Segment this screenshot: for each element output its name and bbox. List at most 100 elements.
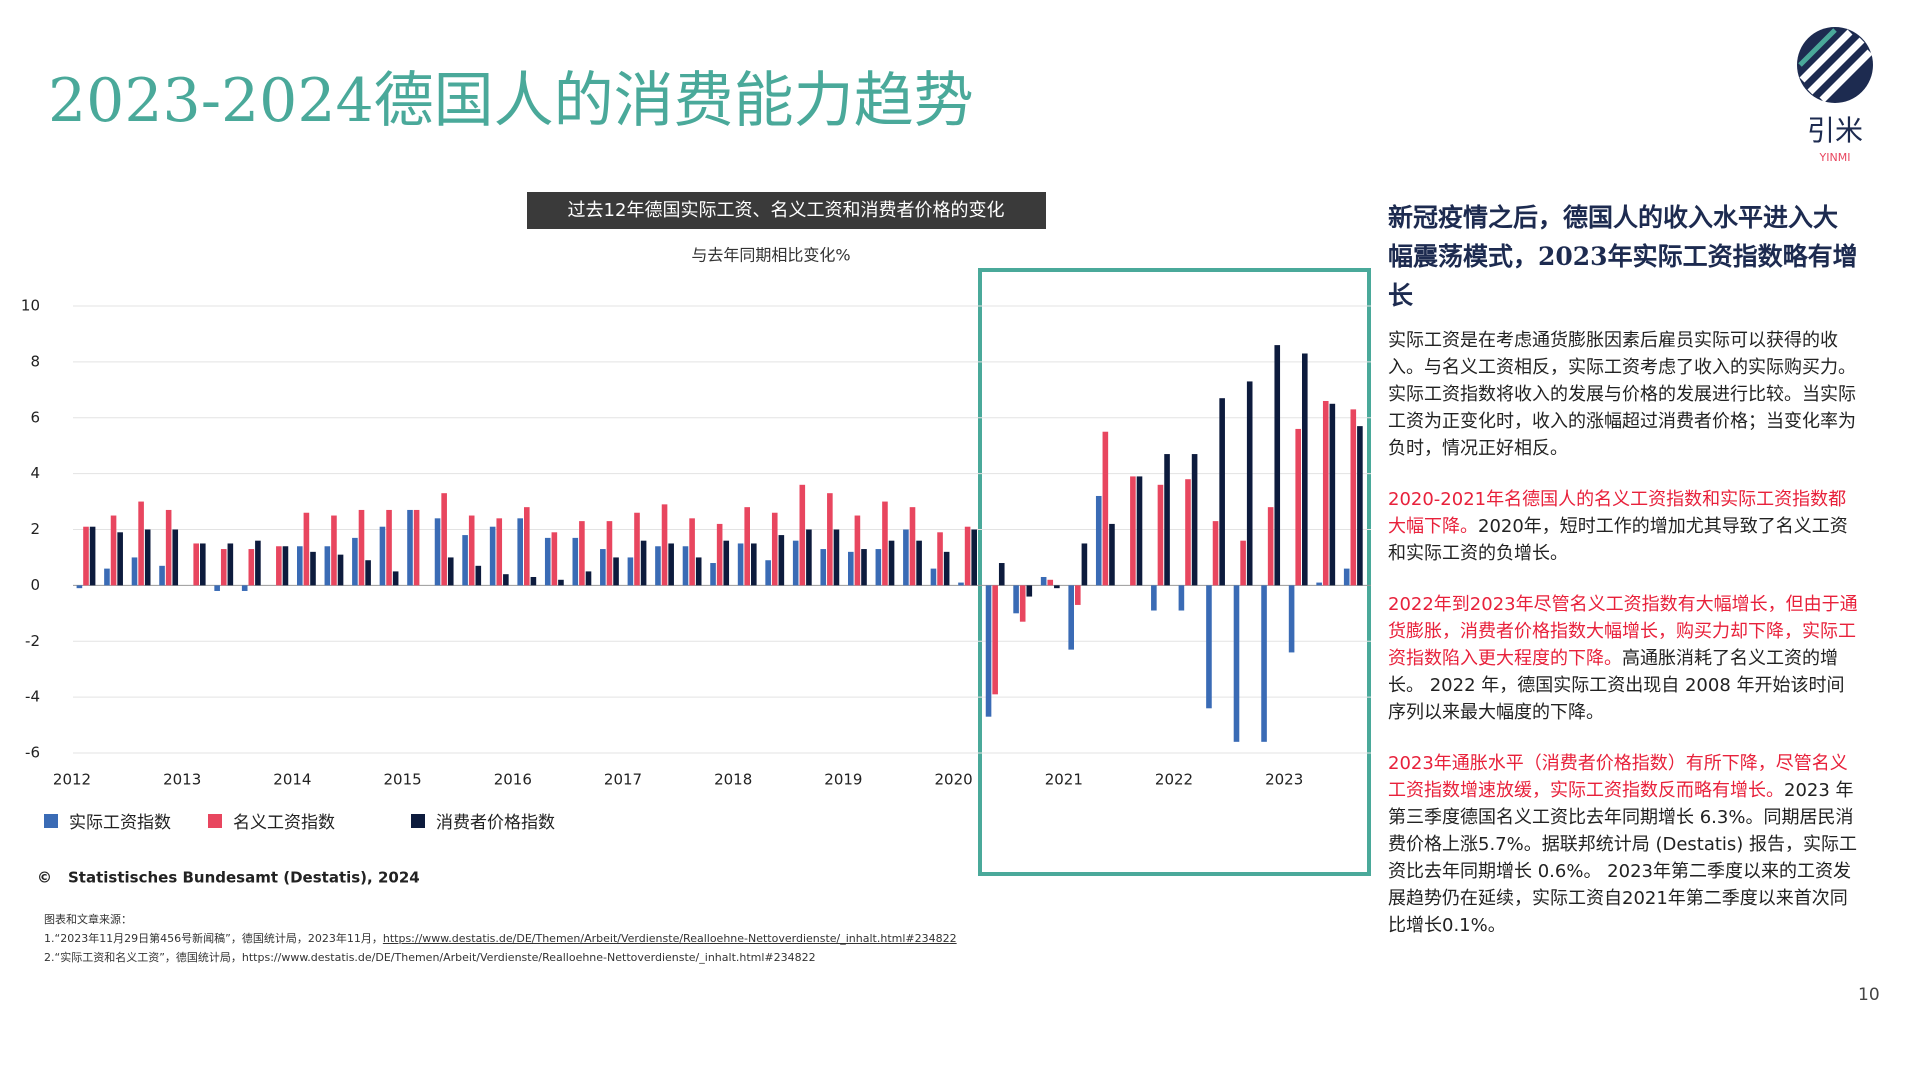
bar — [517, 518, 523, 586]
title: 2023-2024德国人的消费能力趋势 — [48, 66, 974, 136]
bar — [1343, 568, 1350, 586]
logo-text: 引米 — [1807, 114, 1863, 147]
y-tick-label: 10 — [21, 297, 40, 315]
bar — [778, 535, 785, 586]
y-tick-label: -4 — [25, 688, 40, 706]
text-run: 2020-2021年名德国人的名义工资指数和实际工资指数都大幅下降。 — [1388, 489, 1847, 537]
logo-sub: YINMI — [1819, 151, 1851, 164]
bar — [744, 507, 750, 586]
chart-subtitle: 与去年同期相比变化% — [691, 246, 850, 265]
legend-swatch — [411, 814, 425, 828]
bar — [462, 535, 468, 586]
legend-label: 名义工资指数 — [233, 813, 335, 833]
text-run: 2022年到2023年尽管名义工资指数有大幅增长，但由于通货膨胀，消费者价格指数… — [1388, 594, 1858, 669]
bar — [1295, 428, 1301, 586]
bar — [958, 582, 964, 586]
x-tick-label: 2015 — [384, 771, 422, 789]
bar — [468, 515, 475, 586]
text-run: 2023 年第三季度德国名义工资比去年同期增长 6.3%。同期居民消费价格上涨5… — [1388, 780, 1858, 936]
page-number: 10 — [1858, 985, 1880, 1005]
bar — [875, 549, 882, 586]
bar — [1191, 454, 1198, 586]
note: 2.“实际工资和名义工资”，德国统计局，https://www.destatis… — [44, 951, 816, 964]
bar — [392, 571, 399, 586]
bar — [544, 537, 551, 586]
bar — [255, 540, 261, 586]
y-tick-label: 6 — [30, 408, 40, 426]
bar — [1233, 585, 1240, 742]
bar — [985, 585, 992, 717]
paragraph: 实际工资是在考虑通货膨胀因素后雇员实际可以获得的收入。与名义工资相反，实际工资考… — [1388, 327, 1858, 462]
bar — [716, 523, 723, 586]
bar — [661, 504, 668, 586]
x-tick-label: 2012 — [53, 771, 91, 789]
bar — [930, 568, 937, 586]
bar — [682, 546, 689, 586]
bar — [640, 540, 647, 586]
bar — [503, 574, 509, 586]
bar — [606, 521, 613, 586]
x-tick-label: 2019 — [824, 771, 862, 789]
bar — [710, 563, 716, 586]
y-tick-label: 0 — [30, 576, 40, 594]
legend-swatch — [44, 814, 58, 828]
bar — [496, 518, 503, 586]
bar — [1013, 585, 1019, 614]
x-tick-label: 2017 — [604, 771, 642, 789]
bar — [1040, 576, 1047, 586]
notes-heading: 图表和文章来源： — [44, 913, 132, 926]
bar — [943, 551, 950, 586]
note-url: https://www.destatis.de/DE/Themen/Arbeit… — [382, 932, 957, 945]
chart: 过去12年德国实际工资、名义工资和消费者价格的变化 与去年同期相比变化% © S… — [21, 192, 1371, 887]
y-tick-label: 8 — [30, 352, 40, 370]
bar — [848, 551, 854, 586]
bar — [820, 549, 827, 586]
bar — [799, 484, 806, 586]
paragraph: 2023年通胀水平（消费者价格指数）有所下降，尽管名义工资指数增速放缓，实际工资… — [1388, 750, 1858, 939]
paragraph: 2020-2021年名德国人的名义工资指数和实际工资指数都大幅下降。2020年，… — [1388, 486, 1858, 567]
bar — [131, 557, 138, 586]
bar — [1151, 585, 1157, 611]
bar — [248, 549, 255, 586]
bar — [1157, 484, 1164, 586]
bar — [241, 585, 248, 591]
x-tick-label: 2018 — [714, 771, 752, 789]
note: 1.“2023年11月29日第456号新闻稿”，德国统计局，2023年11月，h… — [44, 929, 957, 948]
bar — [1322, 400, 1329, 586]
bar — [695, 557, 702, 586]
bar — [792, 540, 799, 586]
bar — [1095, 495, 1102, 586]
bar — [1302, 353, 1308, 586]
bar — [1081, 543, 1088, 586]
bar — [220, 549, 227, 586]
bar — [165, 509, 172, 586]
bar — [530, 576, 537, 586]
text-run: 高通胀消耗了名义工资的增长。 2022 年，德国实际工资出现自 2008 年开始… — [1388, 648, 1845, 723]
bar — [303, 512, 310, 586]
bar — [138, 501, 144, 586]
bar — [1130, 476, 1136, 586]
bar — [882, 501, 888, 586]
bar — [992, 585, 998, 695]
bar — [76, 585, 83, 589]
bar — [1350, 409, 1357, 586]
sidebar-heading: 新冠疫情之后，德国人的收入水平进入大幅震荡模式，2023年实际工资指数略有增长 — [1388, 203, 1858, 310]
bar — [324, 546, 331, 586]
x-tick-label: 2023 — [1265, 771, 1303, 789]
bar — [358, 509, 365, 586]
bar — [89, 526, 96, 586]
bar — [861, 549, 867, 586]
bar — [668, 543, 674, 586]
bar — [634, 512, 640, 586]
bar — [489, 526, 496, 586]
bar — [407, 509, 413, 586]
bar — [159, 565, 165, 586]
note-text: 1.“2023年11月29日第456号新闻稿”，德国统计局，2023年11月， — [44, 932, 383, 945]
bar — [737, 543, 744, 586]
x-tick-label: 2021 — [1045, 771, 1083, 789]
bar — [971, 529, 977, 586]
bar — [104, 568, 110, 586]
bar — [916, 540, 922, 586]
bar — [1357, 426, 1363, 586]
